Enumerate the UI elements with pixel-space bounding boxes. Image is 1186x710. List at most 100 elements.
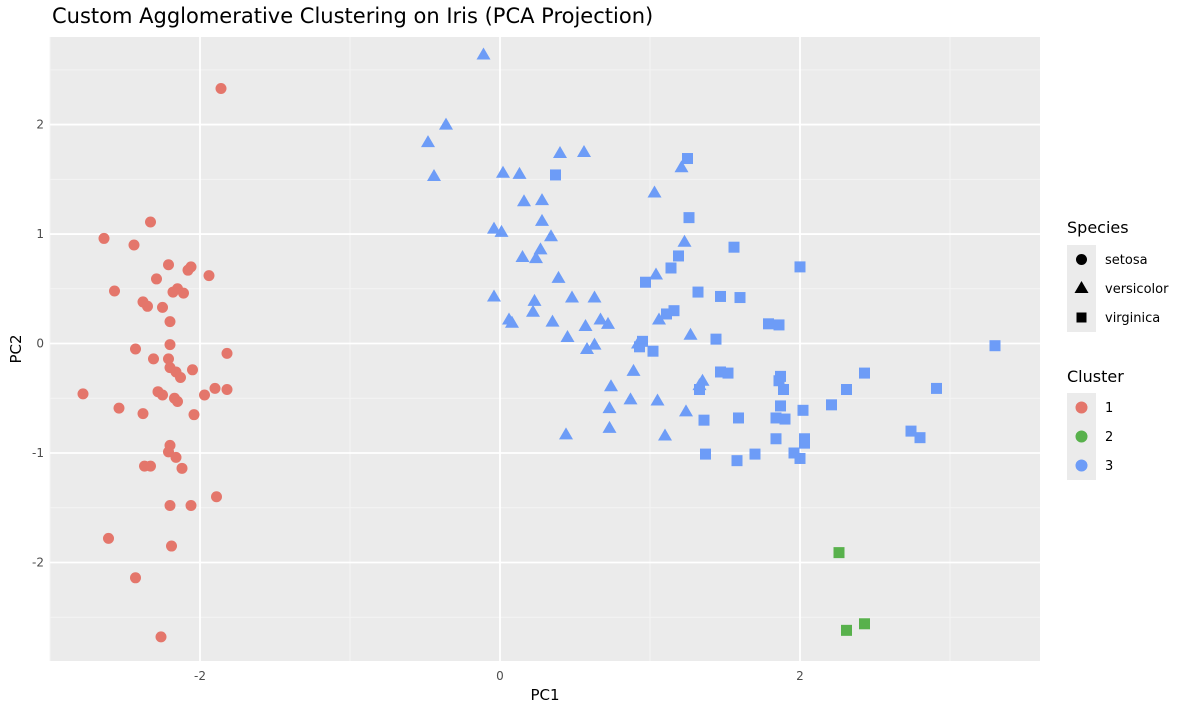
point-versicolor-cluster-3 [674, 160, 689, 173]
triangle-icon [1074, 281, 1089, 293]
cluster-2-swatch [1075, 430, 1088, 443]
point-setosa-cluster-1 [130, 343, 141, 355]
legend-label-virginica: virginica [1105, 311, 1160, 326]
legend-label-versicolor: versicolor [1105, 282, 1169, 297]
point-setosa-cluster-1 [157, 389, 168, 401]
x-tick-label: 0 [496, 669, 504, 683]
point-setosa-cluster-1 [113, 402, 125, 414]
point-versicolor-cluster-3 [602, 401, 617, 414]
point-virginica-cluster-3 [722, 367, 734, 379]
major-gridlines [50, 37, 1040, 661]
point-virginica-cluster-2 [841, 624, 852, 636]
point-versicolor-cluster-3 [623, 392, 638, 405]
point-versicolor-cluster-3 [650, 393, 665, 406]
point-virginica-cluster-3 [683, 212, 695, 224]
point-virginica-cluster-3 [794, 261, 806, 273]
point-virginica-cluster-3 [634, 341, 645, 353]
point-setosa-cluster-1 [137, 408, 149, 420]
point-virginica-cluster-3 [778, 384, 789, 396]
point-setosa-cluster-1 [164, 316, 176, 328]
point-versicolor-cluster-3 [512, 166, 527, 179]
point-virginica-cluster-3 [989, 340, 1001, 352]
point-setosa-cluster-1 [163, 353, 174, 365]
point-versicolor-cluster-3 [577, 144, 591, 157]
point-virginica-cluster-2 [859, 618, 870, 630]
point-setosa-cluster-1 [148, 353, 159, 365]
point-virginica-cluster-3 [931, 382, 942, 394]
point-versicolor-cluster-3 [647, 185, 662, 198]
point-setosa-cluster-1 [130, 572, 141, 584]
point-virginica-cluster-3 [550, 169, 561, 181]
point-virginica-cluster-3 [905, 425, 917, 437]
point-setosa-cluster-1 [151, 273, 162, 285]
point-setosa-cluster-1 [221, 347, 233, 359]
point-versicolor-cluster-3 [544, 229, 558, 242]
point-setosa-cluster-1 [166, 540, 177, 552]
point-virginica-cluster-3 [770, 433, 782, 445]
point-versicolor-cluster-3 [517, 194, 531, 207]
point-setosa-cluster-1 [164, 339, 176, 351]
point-setosa-cluster-1 [199, 389, 210, 401]
legend-label-cluster-2: 2 [1105, 430, 1113, 445]
point-setosa-cluster-1 [209, 382, 221, 394]
point-virginica-cluster-3 [773, 319, 785, 331]
point-versicolor-cluster-3 [505, 315, 519, 328]
point-setosa-cluster-1 [103, 532, 114, 544]
point-virginica-cluster-3 [794, 452, 806, 464]
point-versicolor-cluster-3 [565, 290, 579, 303]
point-versicolor-cluster-3 [476, 47, 491, 60]
legend-label-cluster-1: 1 [1105, 401, 1113, 416]
y-axis: -2 -1 0 1 2 [32, 118, 44, 570]
point-versicolor-cluster-3 [658, 428, 672, 441]
point-virginica-cluster-3 [692, 286, 704, 298]
point-versicolor-cluster-3 [535, 213, 549, 226]
square-icon [1076, 312, 1087, 323]
point-virginica-cluster-3 [859, 367, 870, 379]
point-virginica-cluster-3 [731, 455, 743, 467]
point-setosa-cluster-1 [109, 285, 120, 297]
point-virginica-cluster-3 [673, 250, 684, 262]
point-setosa-cluster-1 [145, 460, 156, 472]
point-versicolor-cluster-3 [515, 250, 530, 263]
point-setosa-cluster-1 [221, 384, 233, 396]
data-points [77, 47, 1001, 643]
point-versicolor-cluster-3 [421, 135, 435, 148]
point-versicolor-cluster-3 [487, 289, 501, 302]
legend-species: Species setosa versicolor virginica [1067, 218, 1169, 332]
point-versicolor-cluster-3 [587, 290, 602, 303]
point-versicolor-cluster-3 [535, 193, 549, 206]
point-setosa-cluster-1 [77, 388, 89, 400]
point-virginica-cluster-3 [788, 447, 800, 459]
point-setosa-cluster-1 [145, 216, 156, 228]
point-versicolor-cluster-3 [679, 404, 693, 417]
x-axis: -2 0 2 [194, 669, 804, 683]
point-virginica-cluster-3 [797, 404, 809, 416]
point-versicolor-cluster-3 [683, 327, 698, 340]
point-versicolor-cluster-3 [677, 234, 692, 247]
point-virginica-cluster-3 [763, 318, 774, 330]
point-versicolor-cluster-3 [496, 165, 510, 178]
point-versicolor-cluster-3 [529, 251, 543, 264]
point-setosa-cluster-1 [185, 500, 197, 512]
point-setosa-cluster-1 [157, 301, 168, 313]
point-setosa-cluster-1 [163, 259, 174, 271]
point-versicolor-cluster-3 [601, 316, 615, 329]
point-versicolor-cluster-3 [527, 293, 542, 306]
point-virginica-cluster-3 [779, 413, 791, 425]
y-tick-label: -2 [32, 555, 44, 569]
point-versicolor-cluster-3 [487, 221, 501, 234]
point-versicolor-cluster-3 [533, 242, 548, 255]
point-versicolor-cluster-3 [604, 379, 618, 392]
point-setosa-cluster-1 [211, 491, 222, 503]
point-setosa-cluster-1 [155, 631, 167, 643]
legend-label-setosa: setosa [1105, 253, 1148, 268]
point-setosa-cluster-1 [178, 287, 189, 299]
point-versicolor-cluster-3 [526, 304, 540, 317]
chart-title: Custom Agglomerative Clustering on Iris … [52, 4, 653, 28]
point-setosa-cluster-1 [215, 82, 227, 94]
point-virginica-cluster-3 [734, 292, 746, 304]
point-versicolor-cluster-3 [545, 314, 560, 327]
point-virginica-cluster-2 [833, 547, 845, 559]
point-versicolor-cluster-3 [593, 312, 608, 325]
y-tick-label: -1 [32, 446, 44, 460]
